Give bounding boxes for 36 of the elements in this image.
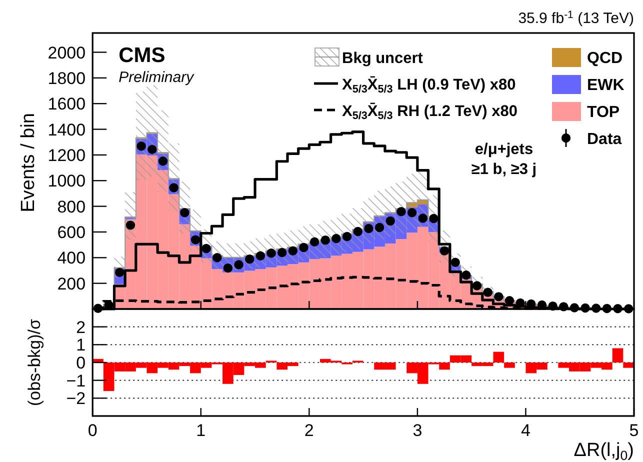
legend-label: EWK	[587, 77, 625, 94]
legend-label: Data	[587, 131, 622, 148]
x-tick-label: 5	[629, 421, 639, 440]
y-axis-title: (obs-bkg)/σ	[25, 318, 44, 406]
y-tick-label: 2	[76, 318, 86, 337]
y-tick-label: 200	[57, 274, 86, 294]
legend-label: TOP	[587, 104, 620, 121]
y-tick-label: −1	[66, 371, 86, 390]
x-axis-title: ΔR(l,j$_{0}$)	[574, 440, 634, 462]
y-tick-label: 400	[57, 248, 86, 268]
legend-label: X$_{5/3}$X̄$_{5/3}$ RH (1.2 TeV) x80	[342, 102, 518, 122]
y-tick-label: 1000	[48, 172, 86, 191]
y-axis-title: Events / bin	[18, 113, 39, 212]
y-tick-label: 600	[57, 222, 86, 242]
x-tick-label: 4	[520, 421, 530, 440]
y-tick-label: 2000	[48, 43, 86, 62]
text: 35.9 fb$^{-1}$ (13 TeV)	[518, 9, 634, 27]
legend-label: QCD	[587, 50, 623, 67]
y-tick-label: 0	[76, 354, 86, 372]
y-tick-label: 1	[76, 336, 86, 355]
text: CMS	[118, 44, 166, 67]
text: Preliminary	[118, 69, 196, 86]
y-tick-label: 1200	[48, 146, 86, 165]
x-tick-label: 3	[412, 421, 422, 440]
y-tick-label: 1400	[48, 120, 86, 140]
x-tick-label: 1	[196, 421, 206, 440]
annotation: ≥1 b, ≥3 j	[471, 161, 537, 178]
x-tick-label: 2	[304, 421, 314, 440]
legend-label: X$_{5/3}$X̄$_{5/3}$ LH (0.9 TeV) x80	[342, 76, 516, 96]
y-tick-label: 1600	[48, 94, 86, 114]
y-tick-label: 800	[57, 197, 86, 216]
legend-label: Bkg uncert	[342, 50, 423, 67]
y-tick-label: −2	[66, 389, 86, 408]
annotation: e/μ+jets	[474, 141, 534, 158]
x-tick-label: 0	[88, 421, 98, 440]
y-tick-label: 1800	[48, 68, 86, 88]
